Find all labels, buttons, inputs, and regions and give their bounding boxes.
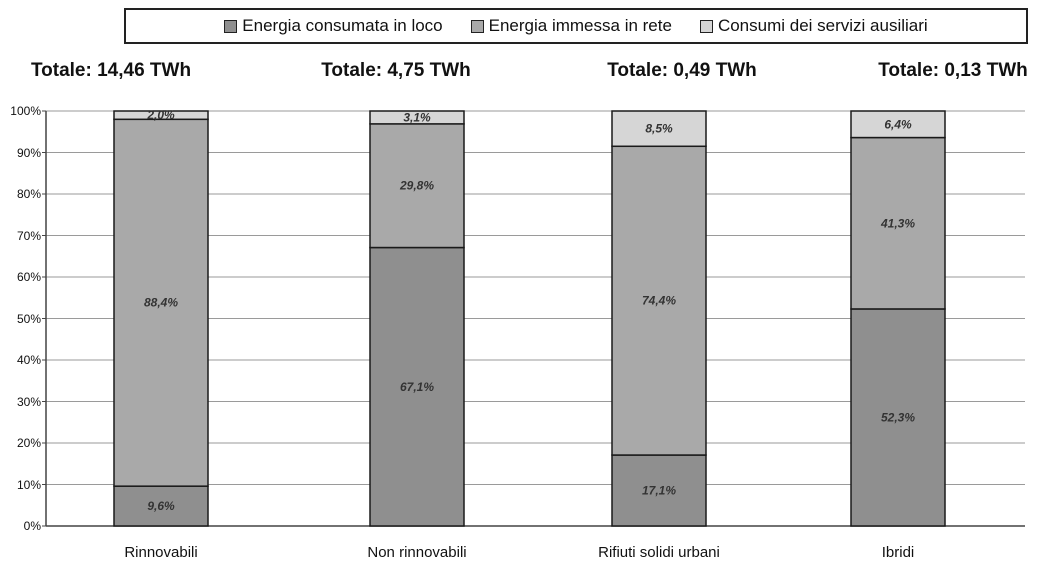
y-tick-label: 60% (16, 270, 41, 284)
data-label-immessa: 74,4% (642, 294, 676, 308)
bar-segment-consumata (850, 308, 946, 527)
data-label-consumata: 17,1% (642, 484, 676, 498)
y-tick-label: 0% (23, 519, 41, 533)
bar-segment-ausiliari (113, 110, 209, 121)
bar-segment-immessa (611, 145, 707, 456)
legend-label-ausiliari: Consumi dei servizi ausiliari (717, 16, 928, 35)
legend-swatch-ausiliari (699, 19, 713, 33)
x-category-rinnovabili: Rinnovabili (124, 544, 198, 561)
legend-item-immessa: Energia immessa in rete (470, 16, 672, 36)
bar-segment-ausiliari (611, 110, 707, 148)
legend-label-consumata: Energia consumata in loco (242, 16, 443, 35)
legend-swatch-consumata (224, 19, 238, 33)
y-tick-label: 40% (16, 353, 41, 367)
total-label-ibridi: Totale: 0,13 TWh (878, 60, 1028, 81)
y-tick-label: 30% (16, 395, 41, 409)
bar-segment-ausiliari (850, 110, 946, 139)
bar-segment-immessa (850, 136, 946, 310)
bar-segment-consumata (611, 454, 707, 527)
data-label-ausiliari: 3,1% (403, 110, 431, 124)
data-label-ausiliari: 2,0% (146, 108, 175, 122)
total-label-rifiuti: Totale: 0,49 TWh (607, 60, 757, 81)
bar-segment-immessa (369, 123, 465, 249)
x-category-non-rinnovabili: Non rinnovabili (367, 544, 467, 561)
x-category-ibridi: Ibridi (881, 544, 915, 561)
y-tick-label: 100% (10, 104, 41, 118)
legend-swatch-immessa (470, 19, 484, 33)
data-label-ausiliari: 6,4% (884, 117, 912, 131)
y-tick-label: 70% (16, 229, 41, 243)
data-label-immessa: 88,4% (144, 296, 178, 310)
total-label-rinnovabili: Totale: 14,46 TWh (30, 60, 192, 81)
data-label-ausiliari: 8,5% (645, 122, 673, 136)
chart-legend: Energia consumata in loco Energia immess… (124, 8, 1028, 44)
bar-segment-ausiliari (369, 110, 465, 125)
y-tick-label: 50% (16, 312, 41, 326)
bar-segment-consumata (369, 246, 465, 527)
data-label-consumata: 52,3% (881, 410, 915, 424)
y-tick-label: 80% (16, 187, 41, 201)
total-label-non-rinnovabili: Totale: 4,75 TWh (321, 60, 471, 81)
legend-item-ausiliari: Consumi dei servizi ausiliari (699, 16, 928, 36)
legend-label-immessa: Energia immessa in rete (488, 16, 672, 35)
y-tick-label: 90% (16, 146, 41, 160)
data-label-consumata: 67,1% (400, 380, 434, 394)
x-category-rifiuti: Rifiuti solidi urbani (598, 544, 720, 561)
data-label-immessa: 41,3% (880, 216, 915, 230)
data-label-consumata: 9,6% (147, 499, 175, 513)
legend-item-consumata: Energia consumata in loco (224, 16, 443, 36)
data-label-immessa: 29,8% (399, 179, 434, 193)
bar-segment-consumata (113, 485, 209, 527)
y-tick-label: 20% (16, 436, 41, 450)
bar-segment-immessa (113, 118, 209, 487)
y-tick-label: 10% (16, 478, 41, 492)
